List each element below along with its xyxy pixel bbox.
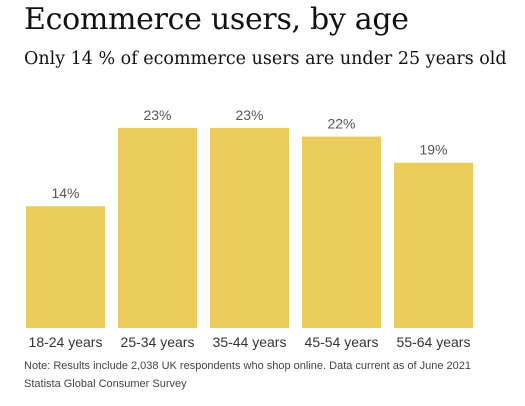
data-label: 14% — [51, 185, 79, 201]
x-tick-label: 35-44 years — [213, 334, 287, 350]
data-label: 22% — [327, 116, 355, 132]
bar-25-34-years — [118, 127, 197, 329]
footnote: Note: Results include 2,038 UK responden… — [24, 360, 471, 372]
x-tick-label: 45-54 years — [305, 334, 379, 350]
bar-45-54-years — [302, 136, 381, 328]
data-label: 23% — [235, 107, 263, 123]
data-label: 19% — [419, 142, 447, 158]
source-label: Statista Global Consumer Survey — [24, 378, 187, 390]
x-tick-label: 18-24 years — [29, 334, 103, 350]
bar-18-24-years — [26, 206, 105, 328]
x-tick-label: 25-34 years — [121, 334, 195, 350]
data-label: 23% — [143, 107, 171, 123]
bar-55-64-years — [394, 162, 473, 328]
bar-35-44-years — [210, 127, 289, 329]
x-tick-label: 55-64 years — [397, 334, 471, 350]
chart-subtitle: Only 14 % of ecommerce users are under 2… — [24, 49, 507, 69]
chart-title: Ecommerce users, by age — [24, 2, 409, 37]
